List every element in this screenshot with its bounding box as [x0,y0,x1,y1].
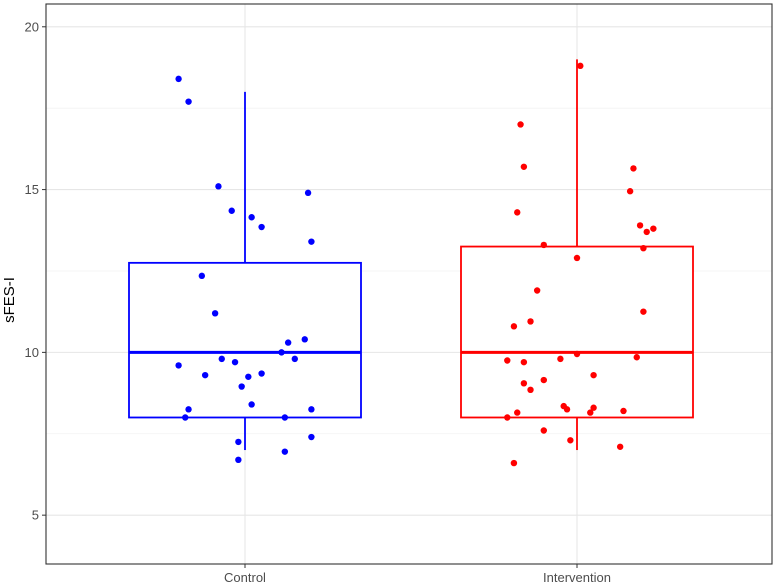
data-point [235,456,242,464]
data-point [590,404,597,411]
data-point [540,376,547,384]
data-point [258,370,265,377]
data-point [520,163,528,170]
data-point [228,207,235,214]
data-point [185,98,192,105]
data-point [301,336,308,343]
y-axis-title: sFES-I [1,277,18,323]
x-axis: Control Intervention [224,564,611,585]
y-tick-label: 20 [25,19,39,34]
data-point [630,165,637,172]
data-point [308,433,315,441]
data-point [616,443,624,450]
y-axis: 5 10 15 20 [25,19,46,523]
data-point [650,225,657,232]
data-point [175,362,182,369]
data-point [620,407,627,415]
data-point [304,189,312,197]
data-point [211,310,219,317]
data-point [231,358,239,366]
data-point [533,287,541,294]
data-point [215,183,222,190]
x-tick-label: Intervention [543,570,611,585]
data-point [248,401,255,408]
data-point [218,355,225,363]
data-point [527,318,534,325]
data-point [504,357,511,364]
data-point [540,241,547,249]
data-point [235,438,242,446]
data-point [258,223,265,231]
data-point [527,386,534,394]
data-point [520,380,528,387]
data-point [281,414,289,421]
box-iqr [460,245,694,419]
box-iqr [128,261,362,419]
data-point [587,409,594,416]
data-point [626,188,634,195]
data-point [248,214,255,221]
data-point [291,355,298,363]
y-tick-label: 15 [25,182,39,197]
data-point [573,254,581,262]
data-point [514,209,521,216]
data-point [245,373,252,380]
plot-panel-border [45,3,773,565]
data-point [284,339,292,346]
data-point [281,448,289,455]
data-point [238,383,245,390]
data-point [636,222,644,229]
data-point [308,406,315,413]
data-point [201,371,209,379]
x-tick-label: Control [224,570,266,585]
data-point [514,409,521,416]
data-point [520,358,528,366]
data-point [640,244,647,252]
data-point [567,437,574,444]
data-point [510,459,518,467]
data-point [590,371,597,379]
data-point [573,350,581,358]
data-point [640,308,647,315]
points-layer [175,62,657,467]
data-point [577,62,584,70]
data-point [175,75,182,83]
data-point [308,238,315,245]
y-tick-label: 10 [25,345,39,360]
boxes-layer [128,59,694,451]
data-point [633,354,640,361]
data-point [182,414,189,421]
data-point [510,323,518,330]
y-tick-label: 5 [32,508,39,523]
data-point [185,406,192,413]
data-point [643,228,650,236]
data-point [517,121,524,128]
data-point [540,427,547,434]
data-point [557,355,564,363]
data-point [278,349,285,356]
data-point [563,406,571,413]
data-point [504,414,511,421]
data-point [198,272,206,280]
